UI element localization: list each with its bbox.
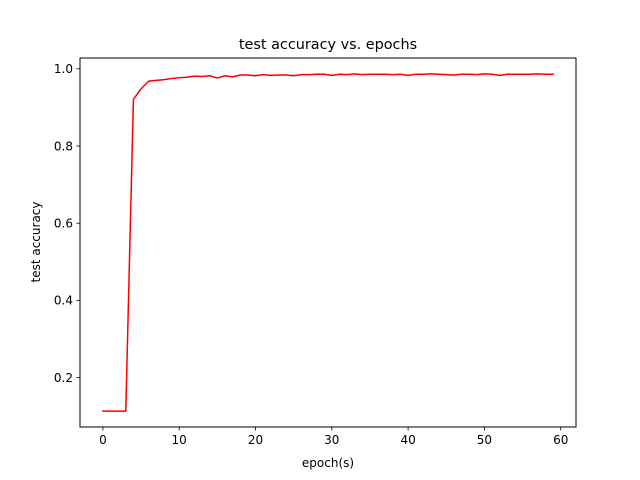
y-tick-label: 0.2: [54, 371, 73, 385]
x-tick-label: 40: [400, 433, 415, 447]
axes-frame: [79, 57, 577, 428]
y-tick-label: 0.6: [54, 217, 73, 231]
y-tick-label: 0.8: [54, 139, 73, 153]
y-axis-label: test accuracy: [29, 202, 43, 283]
x-tick-label: 60: [553, 433, 568, 447]
series-line: [102, 73, 554, 412]
x-tick-label: 20: [248, 433, 263, 447]
x-axis-label: epoch(s): [302, 456, 354, 470]
x-tick-label: 10: [172, 433, 187, 447]
x-axis: 0 10 20 30 40 50 60: [99, 427, 568, 447]
y-tick-label: 1.0: [54, 62, 73, 76]
x-tick-label: 0: [99, 433, 107, 447]
y-tick-label: 0.4: [54, 294, 73, 308]
x-tick-label: 30: [324, 433, 339, 447]
plot-area: [102, 73, 554, 412]
x-tick-label: 50: [477, 433, 492, 447]
y-axis: 0.2 0.4 0.6 0.8 1.0: [54, 62, 80, 385]
chart-title: test accuracy vs. epochs: [239, 37, 417, 53]
